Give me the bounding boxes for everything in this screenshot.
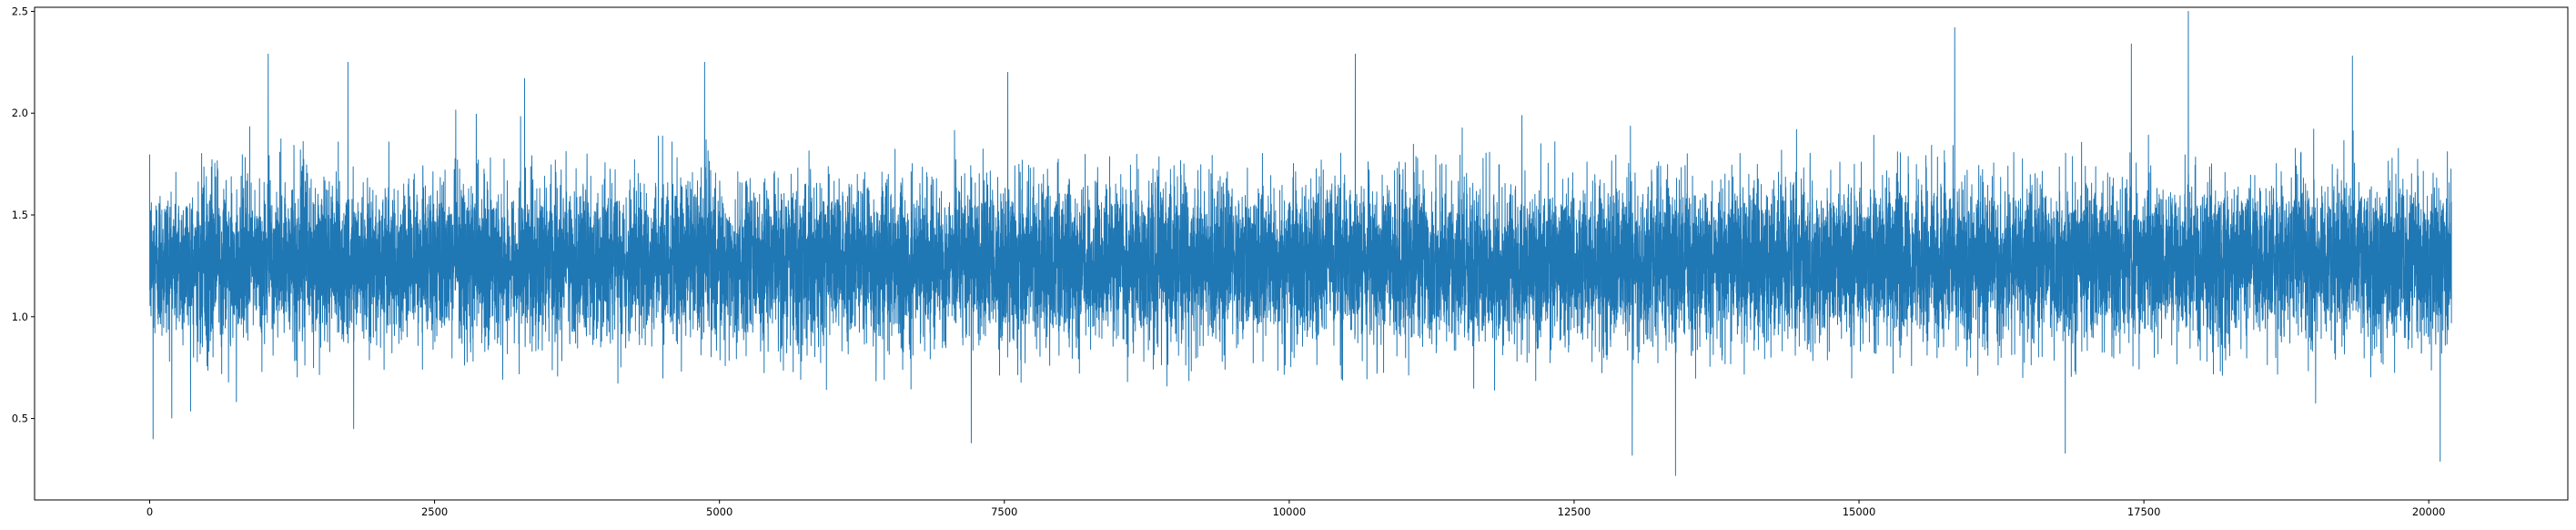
- ticks-layer: 0 2500 5000 7500 10000 12500 15000 17500 20000 0.…: [12, 5, 2446, 518]
- y-tick-label: 2.0: [12, 107, 28, 119]
- series-layer: [148, 10, 2452, 476]
- y-tick-label: 1.0: [12, 311, 28, 323]
- x-tick-label: 17500: [2127, 505, 2161, 518]
- x-tick-label: 15000: [1843, 505, 1876, 518]
- y-tick-label: 0.5: [12, 413, 28, 425]
- x-tick-label: 0: [146, 505, 153, 518]
- x-tick-label: 2500: [421, 505, 448, 518]
- axes-frame: [34, 6, 2569, 501]
- x-tick-label: 7500: [991, 505, 1017, 518]
- x-tick-label: 20000: [2412, 505, 2446, 518]
- y-tick-label: 2.5: [12, 5, 28, 17]
- x-tick-label: 12500: [1558, 505, 1591, 518]
- y-tick-label: 1.5: [12, 209, 28, 221]
- series-line-0: [148, 10, 2452, 476]
- x-tick-label: 5000: [706, 505, 732, 518]
- x-tick-label: 10000: [1273, 505, 1307, 518]
